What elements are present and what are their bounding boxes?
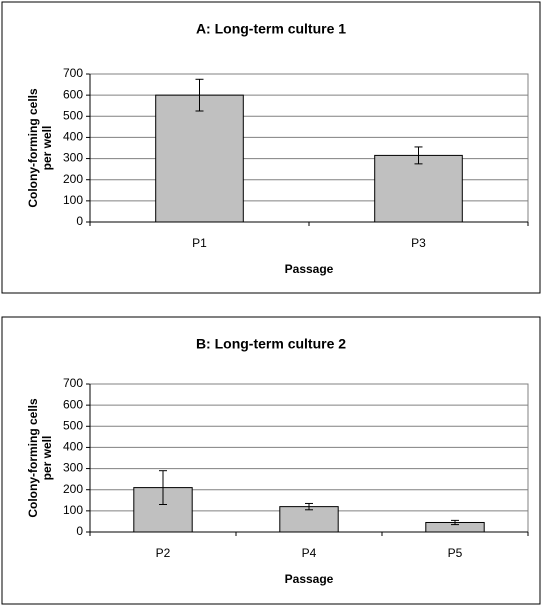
chart-title: A: Long-term culture 1 [196,21,346,37]
y-tick-label: 0 [76,214,83,228]
y-tick-label: 300 [63,151,83,165]
y-tick-label: 300 [63,461,83,475]
x-axis-label: Passage [285,262,334,276]
x-tick-label: P3 [411,236,426,250]
bar [279,506,339,533]
bar [155,94,244,223]
y-tick-label: 600 [63,87,83,101]
chart-frame [1,316,541,605]
y-axis-label: per well [40,126,54,171]
x-axis-label: Passage [285,572,334,586]
y-axis-label: Colony-forming cells [26,88,40,208]
y-axis-label: per well [40,436,54,481]
x-tick-label: P1 [192,236,207,250]
y-tick-label: 200 [63,482,83,496]
y-tick-label: 700 [63,376,83,390]
y-tick-label: 400 [63,130,83,144]
y-tick-label: 200 [63,172,83,186]
x-tick-label: P2 [156,546,171,560]
y-axis-label: Colony-forming cells [26,398,40,518]
y-tick-label: 0 [76,524,83,538]
y-tick-label: 500 [63,108,83,122]
chart-frame [1,1,541,294]
y-tick-label: 400 [63,440,83,454]
x-tick-label: P4 [302,546,317,560]
y-tick-label: 100 [63,503,83,517]
x-tick-label: P5 [448,546,463,560]
y-tick-label: 600 [63,397,83,411]
chart-title: B: Long-term culture 2 [196,336,346,352]
bar [374,154,463,223]
y-tick-label: 500 [63,418,83,432]
y-tick-label: 100 [63,193,83,207]
y-tick-label: 700 [63,66,83,80]
